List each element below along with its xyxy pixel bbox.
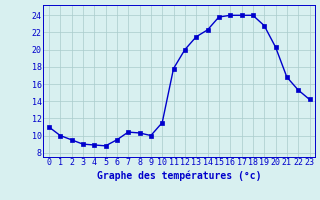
X-axis label: Graphe des températures (°c): Graphe des températures (°c): [97, 170, 261, 181]
